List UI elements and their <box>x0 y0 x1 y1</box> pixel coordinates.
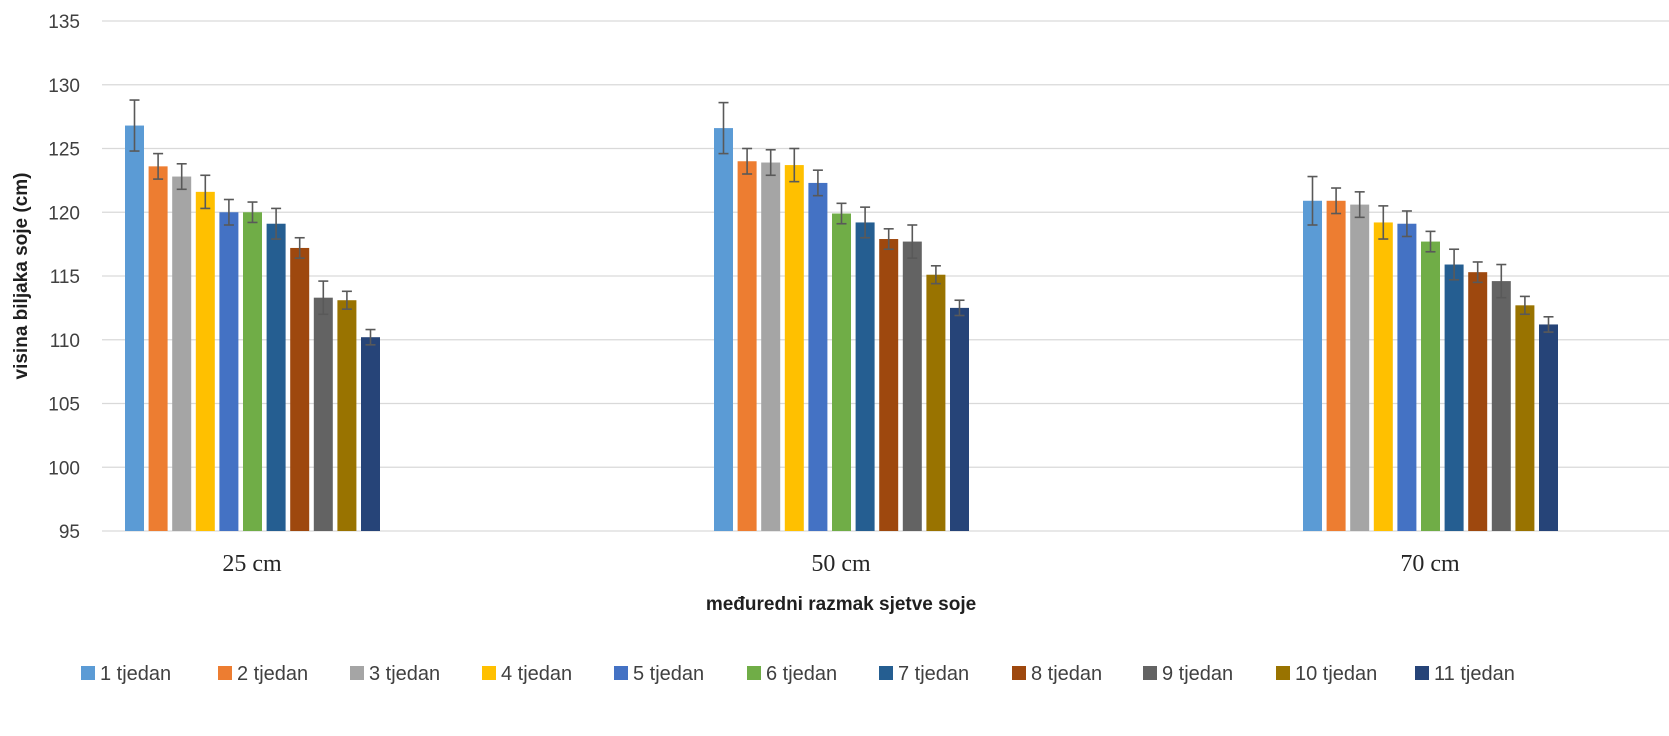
bar <box>1350 204 1370 531</box>
bar <box>1468 272 1488 531</box>
x-axis-categories: 25 cm 50 cm 70 cm <box>222 551 1460 577</box>
error-bars <box>129 99 1554 346</box>
y-tick-label: 100 <box>48 458 80 479</box>
legend-item: 4 tjedan <box>482 663 572 685</box>
legend-item: 8 tjedan <box>1012 663 1102 685</box>
bar <box>243 212 262 531</box>
legend-swatch <box>1012 666 1026 680</box>
bar <box>1326 200 1346 531</box>
bar <box>714 128 733 531</box>
legend-label: 9 tjedan <box>1162 663 1233 685</box>
legend-label: 7 tjedan <box>898 663 969 685</box>
y-tick-label: 110 <box>50 331 80 352</box>
legend-swatch <box>482 666 496 680</box>
bar <box>926 274 946 531</box>
legend-item: 3 tjedan <box>350 663 440 685</box>
y-tick-label: 135 <box>48 12 80 33</box>
y-tick-label: 130 <box>48 76 80 97</box>
legend-swatch <box>1143 666 1157 680</box>
bar <box>219 212 239 531</box>
legend-label: 5 tjedan <box>633 663 704 685</box>
legend-swatch <box>350 666 364 680</box>
y-axis-ticks: 95 100 105 110 115 120 125 130 135 <box>48 12 80 543</box>
bar <box>761 162 781 531</box>
bar <box>125 125 144 532</box>
y-tick-label: 95 <box>59 522 80 543</box>
bar <box>1491 281 1511 531</box>
bar <box>1444 264 1464 531</box>
legend-item: 2 tjedan <box>218 663 308 685</box>
legend-item: 9 tjedan <box>1143 663 1233 685</box>
legend-swatch <box>1415 666 1429 680</box>
bar <box>808 182 828 532</box>
legend-swatch <box>1276 666 1290 680</box>
bar <box>172 176 192 532</box>
y-tick-label: 115 <box>50 267 80 288</box>
bar <box>266 223 286 531</box>
legend-label: 6 tjedan <box>766 663 837 685</box>
x-axis-title: međuredni razmak sjetve soje <box>706 594 976 615</box>
legend-label: 4 tjedan <box>501 663 572 685</box>
legend-swatch <box>81 666 95 680</box>
y-tick-label: 105 <box>48 395 80 416</box>
legend-item: 10 tjedan <box>1276 663 1377 685</box>
bar <box>361 337 380 531</box>
bars <box>125 125 1558 532</box>
bar <box>1397 223 1417 531</box>
bar <box>1539 324 1558 531</box>
bar <box>290 247 310 531</box>
bar <box>1303 200 1322 531</box>
bar <box>313 297 333 531</box>
y-tick-label: 125 <box>48 140 80 161</box>
legend-label: 8 tjedan <box>1031 663 1102 685</box>
legend-swatch <box>747 666 761 680</box>
y-tick-label: 120 <box>48 203 80 224</box>
bar <box>337 300 357 531</box>
bar <box>784 165 804 531</box>
legend-item: 7 tjedan <box>879 663 969 685</box>
legend-label: 2 tjedan <box>237 663 308 685</box>
x-category-label: 70 cm <box>1400 551 1460 577</box>
legend-item: 5 tjedan <box>614 663 704 685</box>
legend-label: 10 tjedan <box>1295 663 1377 685</box>
legend-item: 11 tjedan <box>1415 663 1515 685</box>
bar <box>855 222 875 531</box>
bar <box>950 307 969 531</box>
legend-swatch <box>218 666 232 680</box>
bar <box>1421 241 1440 531</box>
bar <box>737 161 757 531</box>
legend-swatch <box>879 666 893 680</box>
legend-item: 6 tjedan <box>747 663 837 685</box>
bar <box>879 239 899 531</box>
bar <box>902 241 922 531</box>
x-category-label: 25 cm <box>222 551 282 577</box>
legend: 1 tjedan 2 tjedan 3 tjedan 4 tjedan 5 tjedan… <box>81 663 1515 685</box>
bar <box>195 191 215 531</box>
bar <box>1515 305 1535 531</box>
legend-swatch <box>614 666 628 680</box>
legend-label: 1 tjedan <box>100 663 171 685</box>
bar <box>148 166 168 531</box>
x-category-label: 50 cm <box>811 551 871 577</box>
bar <box>832 213 851 531</box>
legend-label: 3 tjedan <box>369 663 440 685</box>
bar <box>1373 222 1393 531</box>
legend-item: 1 tjedan <box>81 663 171 685</box>
y-axis-title: visina biljaka soje (cm) <box>11 173 32 380</box>
legend-label: 11 tjedan <box>1434 663 1515 685</box>
